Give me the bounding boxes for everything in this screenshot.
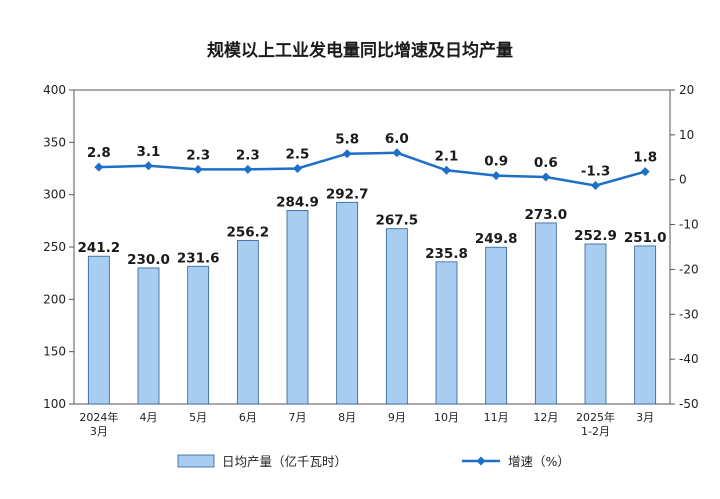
bar-value-label: 230.0 xyxy=(127,252,170,268)
growth-value-label: 1.8 xyxy=(633,150,657,166)
plot-area: 100 150 200 250 300 350 400 -50 -40 -30 -20 -10 0 10 2… xyxy=(43,83,699,438)
growth-point xyxy=(541,172,551,182)
growth-point xyxy=(491,171,501,181)
bar-value-label: 252.9 xyxy=(574,228,617,244)
x-axis-tick-label: 7月 xyxy=(289,411,307,424)
growth-point xyxy=(392,148,402,158)
right-axis-tick-label: -10 xyxy=(679,218,699,232)
growth-point xyxy=(442,165,451,175)
bar xyxy=(634,245,657,405)
bar-value-label: 235.8 xyxy=(425,246,468,262)
left-axis-tick-label: 150 xyxy=(43,345,66,359)
bar xyxy=(336,201,359,405)
x-axis-tick-label: 5月 xyxy=(189,411,207,424)
left-axis-tick-label: 400 xyxy=(43,83,66,97)
right-axis-tick-label: -40 xyxy=(679,352,699,366)
right-axis-tick-label: -30 xyxy=(679,307,699,321)
right-axis-tick-label: -20 xyxy=(679,262,699,276)
growth-point xyxy=(144,161,153,171)
growth-point xyxy=(293,164,302,173)
x-axis-tick-label: 12月 xyxy=(533,411,558,424)
left-axis-tick-label: 250 xyxy=(43,240,66,254)
legend-bar-swatch xyxy=(177,454,215,468)
growth-value-label: 2.5 xyxy=(286,147,310,163)
bar-value-label: 284.9 xyxy=(276,194,319,210)
left-axis-tick-label: 350 xyxy=(43,135,66,149)
growth-value-label: -1.3 xyxy=(581,164,611,180)
bar-value-label: 251.0 xyxy=(624,230,667,246)
right-axis-tick-label: -50 xyxy=(679,397,699,411)
bar xyxy=(137,267,160,405)
right-axis-tick-label: 10 xyxy=(679,128,694,142)
x-axis-tick-label: 2024年 3月 xyxy=(79,410,118,438)
left-axis-tick-label: 100 xyxy=(43,397,66,411)
right-axis-tick-label: 0 xyxy=(679,173,687,187)
bar-value-label: 249.8 xyxy=(475,231,518,247)
growth-point xyxy=(640,167,650,177)
growth-value-label: 2.1 xyxy=(435,148,459,164)
x-axis-tick-label: 9月 xyxy=(388,411,406,424)
growth-point xyxy=(94,162,104,172)
legend-bar-label: 日均产量（亿千瓦时） xyxy=(222,454,347,469)
growth-point xyxy=(342,149,352,159)
x-axis-tick-label: 6月 xyxy=(239,411,257,424)
x-axis-tick-label: 8月 xyxy=(338,411,356,424)
legend-line-label: 增速（%） xyxy=(508,454,570,469)
left-axis-tick-label: 300 xyxy=(43,188,66,202)
plot-frame xyxy=(73,89,671,405)
bar-value-label: 231.6 xyxy=(177,250,220,266)
legend-line-marker xyxy=(476,456,486,466)
legend: 日均产量（亿千瓦时） 增速（%） xyxy=(177,454,570,469)
growth-value-label: 6.0 xyxy=(385,131,409,147)
bar xyxy=(385,228,408,405)
bar xyxy=(286,210,309,405)
growth-value-label: 2.8 xyxy=(87,145,111,161)
bar xyxy=(485,246,508,405)
growth-value-label: 3.1 xyxy=(137,144,161,160)
growth-point xyxy=(243,164,253,174)
x-axis-tick-label: 3月 xyxy=(636,411,654,424)
bar-value-label: 273.0 xyxy=(524,207,567,223)
x-axis-tick-label: 2025年 1-2月 xyxy=(576,410,615,438)
left-axis-tick-label: 200 xyxy=(43,292,66,306)
growth-line xyxy=(98,151,646,187)
growth-value-label: 0.9 xyxy=(484,154,508,170)
bar xyxy=(236,240,259,405)
growth-point xyxy=(591,181,600,191)
bar xyxy=(87,255,110,405)
bar-value-label: 292.7 xyxy=(326,186,369,202)
right-axis-tick-label: 20 xyxy=(679,83,694,97)
bar xyxy=(534,222,557,405)
bar xyxy=(187,265,210,405)
bar-value-label: 256.2 xyxy=(226,225,269,241)
x-axis-tick-label: 11月 xyxy=(484,411,509,424)
chart-title: 规模以上工业发电量同比增速及日均产量 xyxy=(207,40,513,61)
bar xyxy=(584,243,607,405)
bar xyxy=(435,261,458,405)
growth-value-label: 5.8 xyxy=(335,132,359,148)
bar-value-label: 241.2 xyxy=(77,240,120,256)
x-axis-tick-label: 10月 xyxy=(434,411,459,424)
growth-value-label: 0.6 xyxy=(534,155,558,171)
growth-value-label: 2.3 xyxy=(236,147,260,163)
growth-point xyxy=(193,164,203,174)
growth-value-label: 2.3 xyxy=(186,147,210,163)
x-axis-tick-label: 4月 xyxy=(140,411,158,424)
bar-value-label: 267.5 xyxy=(375,213,418,229)
